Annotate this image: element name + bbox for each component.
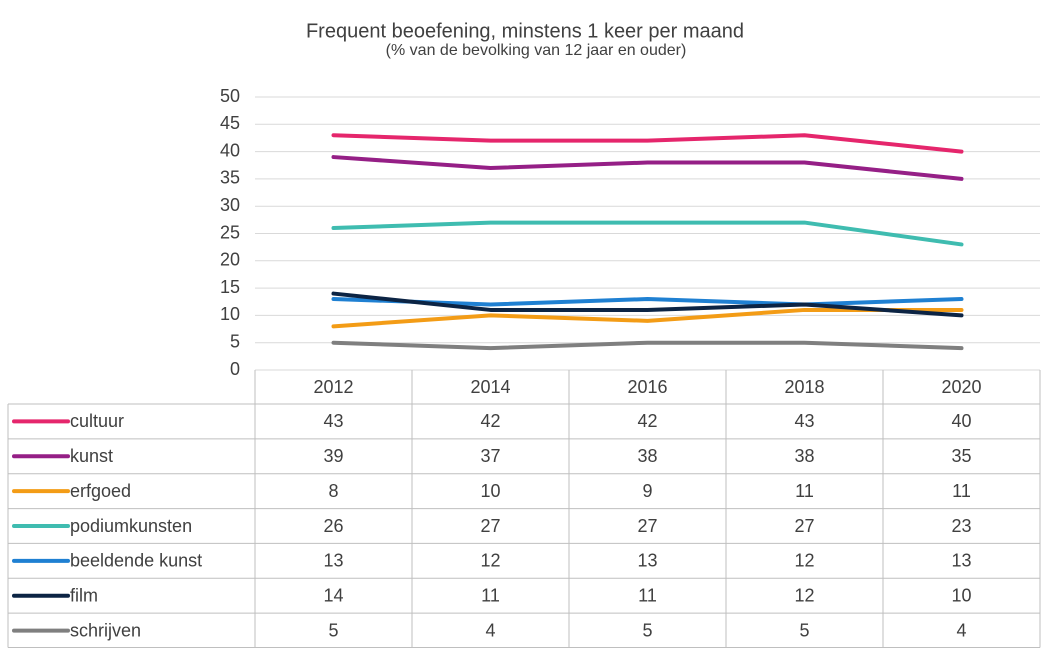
y-tick-label: 45 (220, 113, 240, 133)
table-cell: 11 (638, 585, 657, 605)
table-cell: 9 (642, 481, 652, 501)
x-tick-label: 2020 (941, 377, 981, 397)
legend-label: film (70, 585, 98, 605)
series-line (331, 307, 964, 329)
table-cell: 27 (794, 516, 814, 536)
series-line (331, 220, 964, 247)
y-tick-label: 5 (230, 331, 240, 351)
x-tick-label: 2014 (470, 377, 510, 397)
chart-subtitle: (% van de bevolking van 12 jaar en ouder… (386, 42, 687, 59)
table-cell: 13 (637, 551, 657, 571)
table-cell: 14 (323, 585, 343, 605)
x-tick-label: 2016 (627, 377, 667, 397)
table-cell: 11 (795, 481, 814, 501)
table-cell: 13 (323, 551, 343, 571)
legend-label: kunst (70, 446, 113, 466)
table-cell: 39 (323, 446, 343, 466)
table-cell: 5 (328, 620, 338, 640)
table-cell: 4 (485, 620, 495, 640)
table-cell: 11 (952, 481, 971, 501)
y-tick-label: 20 (220, 250, 240, 270)
table-cell: 5 (799, 620, 809, 640)
table-cell: 23 (951, 516, 971, 536)
legend-label: podiumkunsten (70, 516, 192, 536)
legend-label: beeldende kunst (70, 551, 202, 571)
y-tick-label: 30 (220, 195, 240, 215)
table-cell: 13 (951, 551, 971, 571)
table-cell: 42 (637, 411, 657, 431)
table-cell: 12 (480, 551, 500, 571)
y-tick-label: 50 (220, 86, 240, 106)
y-tick-label: 25 (220, 222, 240, 242)
series-line (331, 291, 964, 318)
series-line (331, 155, 964, 181)
table-cell: 27 (480, 516, 500, 536)
table-cell: 38 (794, 446, 814, 466)
table-cell: 12 (794, 551, 814, 571)
table-cell: 11 (481, 585, 500, 605)
x-tick-label: 2018 (784, 377, 824, 397)
table-cell: 8 (328, 481, 338, 501)
table-cell: 37 (480, 446, 500, 466)
table-cell: 40 (951, 411, 971, 431)
table-cell: 5 (642, 620, 652, 640)
table-cell: 43 (794, 411, 814, 431)
legend-label: schrijven (70, 620, 141, 640)
x-tick-label: 2012 (313, 377, 353, 397)
legend-label: cultuur (70, 411, 124, 431)
table-cell: 35 (951, 446, 971, 466)
legend-label: erfgoed (70, 481, 131, 501)
y-tick-label: 15 (220, 277, 240, 297)
table-cell: 4 (956, 620, 966, 640)
table-cell: 43 (323, 411, 343, 431)
y-tick-label: 0 (230, 359, 240, 379)
series-line (331, 340, 964, 351)
table-cell: 27 (637, 516, 657, 536)
y-tick-label: 40 (220, 140, 240, 160)
table-cell: 42 (480, 411, 500, 431)
y-tick-label: 35 (220, 168, 240, 188)
table-cell: 26 (323, 516, 343, 536)
table-cell: 10 (480, 481, 500, 501)
table-cell: 38 (637, 446, 657, 466)
table-cell: 12 (794, 585, 814, 605)
series-line (331, 133, 964, 154)
y-tick-label: 10 (220, 304, 240, 324)
chart-title: Frequent beoefening, minstens 1 keer per… (306, 20, 744, 42)
table-cell: 10 (951, 585, 971, 605)
